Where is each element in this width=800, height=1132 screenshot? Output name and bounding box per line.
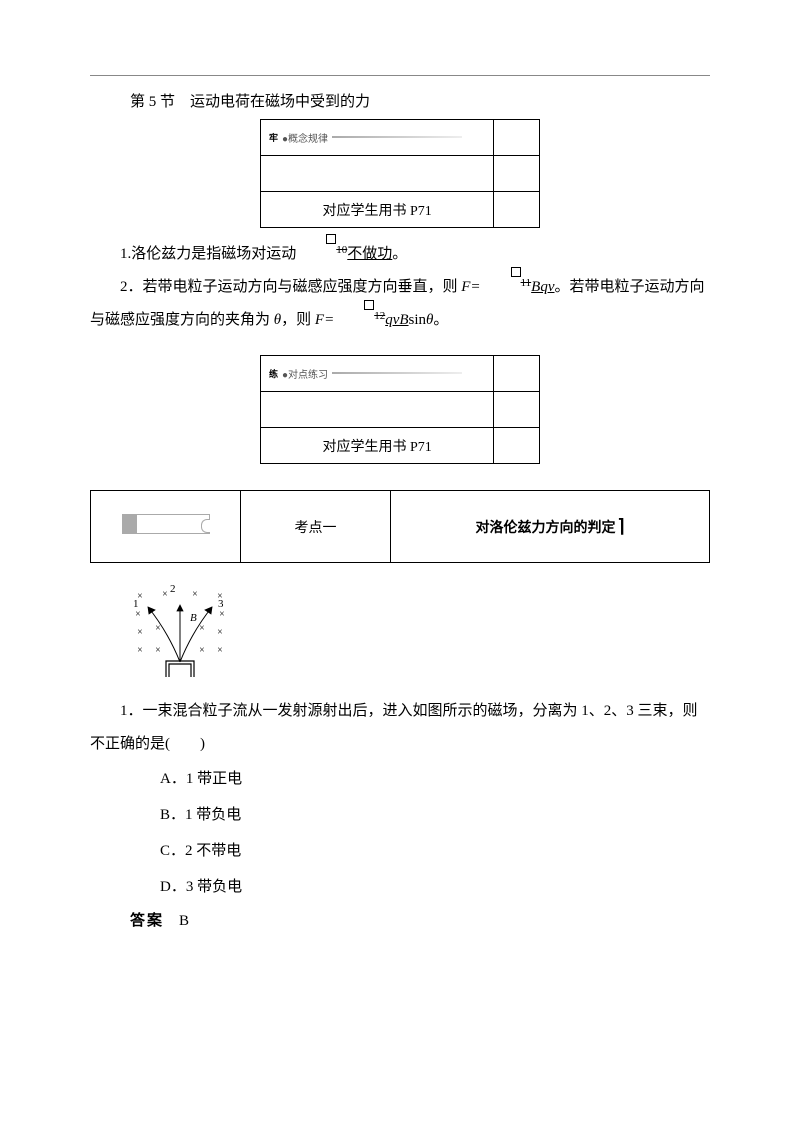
answer-label: 答案 xyxy=(130,913,164,929)
para2-f2: F= xyxy=(315,312,334,328)
answer-value: B xyxy=(179,913,189,929)
question-1: 1．一束混合粒子流从一发射源射出后，进入如图所示的磁场，分离为 1、2、3 三束… xyxy=(90,695,710,938)
svg-text:×: × xyxy=(155,645,161,656)
exam-col2: 考点一 xyxy=(241,491,391,563)
bracket-icon: ⌉ xyxy=(617,516,624,537)
paragraph-1: 1.洛伦兹力是指磁场对运动10不做功。 xyxy=(90,238,710,271)
option-b: B．1 带负电 xyxy=(160,797,710,833)
option-d: D．3 带负电 xyxy=(160,869,710,905)
table2-header: 练 ●对点练习 xyxy=(261,356,494,392)
para2-a: 2．若带电粒子运动方向与磁感应强度方向垂直，则 xyxy=(120,279,461,295)
table1-sub: ●概念规律 xyxy=(282,130,328,145)
table1-line xyxy=(332,136,462,138)
q1-text: 1．一束混合粒子流从一发射源射出后，进入如图所示的磁场，分离为 1、2、3 三束… xyxy=(90,695,710,761)
svg-text:×: × xyxy=(137,627,143,638)
exam-col3-text: 对洛伦兹力方向的判定 xyxy=(475,517,615,537)
svg-text:3: 3 xyxy=(218,598,224,610)
table2-sub: ●对点练习 xyxy=(282,366,328,381)
paragraph-2: 2．若带电粒子运动方向与磁感应强度方向垂直，则 F=11Bqv。若带电粒子运动方… xyxy=(90,271,710,337)
card-shape-icon xyxy=(122,514,210,534)
table2-line xyxy=(332,372,462,374)
sup-12: 12 xyxy=(334,304,385,328)
para2-c: ，则 xyxy=(281,312,315,328)
svg-text:×: × xyxy=(199,623,205,634)
para2-sin: sin xyxy=(409,312,427,328)
exam-col3: 对洛伦兹力方向的判定⌉ xyxy=(391,491,710,563)
table1-r2c2 xyxy=(494,156,540,192)
table1-header: 牢 ●概念规律 xyxy=(261,120,494,156)
svg-text:×: × xyxy=(135,609,141,620)
table1-r3c2 xyxy=(494,192,540,228)
svg-text:×: × xyxy=(137,645,143,656)
para2-d: 。 xyxy=(433,312,448,328)
magnetic-field-diagram: ×××× ×× ×××× ×××× 1 2 3 B xyxy=(110,577,260,687)
options-list: A．1 带正电 B．1 带负电 C．2 不带电 D．3 带负电 xyxy=(160,761,710,905)
option-c: C．2 不带电 xyxy=(160,833,710,869)
para2-formula2: qvB xyxy=(385,312,408,328)
svg-text:×: × xyxy=(217,627,223,638)
svg-text:×: × xyxy=(219,609,225,620)
para1-prefix: 1.洛伦兹力是指磁场对运动 xyxy=(120,246,296,262)
svg-text:×: × xyxy=(162,589,168,600)
svg-text:×: × xyxy=(155,623,161,634)
svg-text:×: × xyxy=(199,645,205,656)
para1-suffix: 。 xyxy=(392,246,407,262)
exam-col1 xyxy=(91,491,241,563)
table1-footer: 对应学生用书 P71 xyxy=(261,192,494,228)
concept-table: 牢 ●概念规律 对应学生用书 P71 xyxy=(260,119,540,228)
sup-11: 11 xyxy=(481,271,532,295)
svg-text:×: × xyxy=(192,589,198,600)
table1-r1c2 xyxy=(494,120,540,156)
para2-formula1: Bqv xyxy=(531,279,554,295)
answer: 答案 B xyxy=(130,905,710,938)
table2-r2c1 xyxy=(261,392,494,428)
table2-footer: 对应学生用书 P71 xyxy=(261,428,494,464)
table2-r2c2 xyxy=(494,392,540,428)
table2-r3c2 xyxy=(494,428,540,464)
section-title: 第 5 节 运动电荷在磁场中受到的力 xyxy=(130,90,710,111)
para2-f1: F= xyxy=(461,279,480,295)
svg-text:2: 2 xyxy=(170,583,176,595)
svg-text:B: B xyxy=(190,612,197,624)
option-a: A．1 带正电 xyxy=(160,761,710,797)
table2-r1c2 xyxy=(494,356,540,392)
exam-point-table: 考点一 对洛伦兹力方向的判定⌉ xyxy=(90,490,710,563)
svg-text:×: × xyxy=(217,645,223,656)
table2-icon: 练 xyxy=(269,367,278,380)
svg-text:1: 1 xyxy=(133,598,139,610)
practice-table: 练 ●对点练习 对应学生用书 P71 xyxy=(260,355,540,464)
sup-10: 10 xyxy=(296,238,347,262)
para1-underlined: 不做功 xyxy=(347,246,392,262)
table1-r2c1 xyxy=(261,156,494,192)
table1-icon: 牢 xyxy=(269,131,278,144)
